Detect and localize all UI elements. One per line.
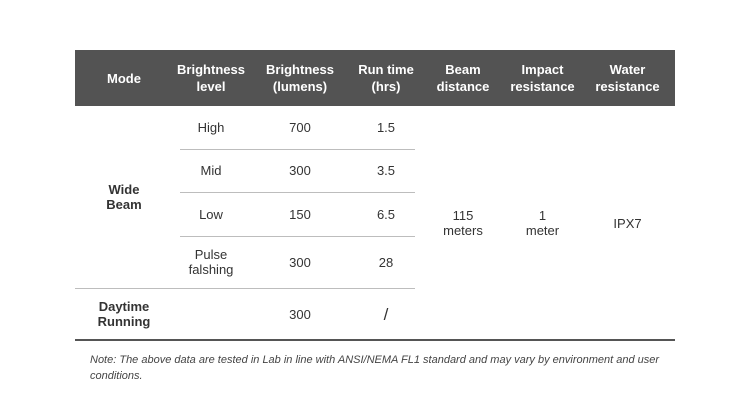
row-line [180,192,415,193]
cell: 3.5 [376,163,396,178]
cell: 115 meters [443,208,483,238]
header-cell: Run time (hrs) [358,62,414,94]
mode-cell: Daytime Running [97,299,151,329]
cell: / [383,304,389,324]
header-cell: Impact resistance [510,62,575,94]
mode-cell: Wide Beam [106,182,142,212]
row-line [75,288,415,289]
row-line [180,236,415,237]
cell: 150 [289,206,311,222]
cell: 300 [289,163,311,178]
cell: Pulse falshing [188,247,234,277]
cell: 300 [289,306,311,322]
cell: Mid [200,163,222,178]
cell: 28 [378,254,394,270]
header-cell: Mode [107,70,141,86]
note: Note: The above data are tested in Lab i… [90,354,660,382]
header-cell: Brightness (lumens) [266,62,334,94]
cell: 1 meter [525,208,560,238]
header-cell: Brightness level [177,62,245,94]
row-line [180,149,415,150]
cell: 6.5 [376,206,396,222]
cell: 300 [289,254,311,270]
cell: Low [199,206,223,222]
cell: IPX7 [613,215,642,231]
cell: High [197,120,225,135]
bottom-rule [75,339,675,341]
header-cell: Beam distance [436,62,490,94]
header-cell: Water resistance [595,62,660,94]
header-bar [75,50,675,106]
cell: 700 [289,120,311,135]
cell: 1.5 [376,120,396,135]
